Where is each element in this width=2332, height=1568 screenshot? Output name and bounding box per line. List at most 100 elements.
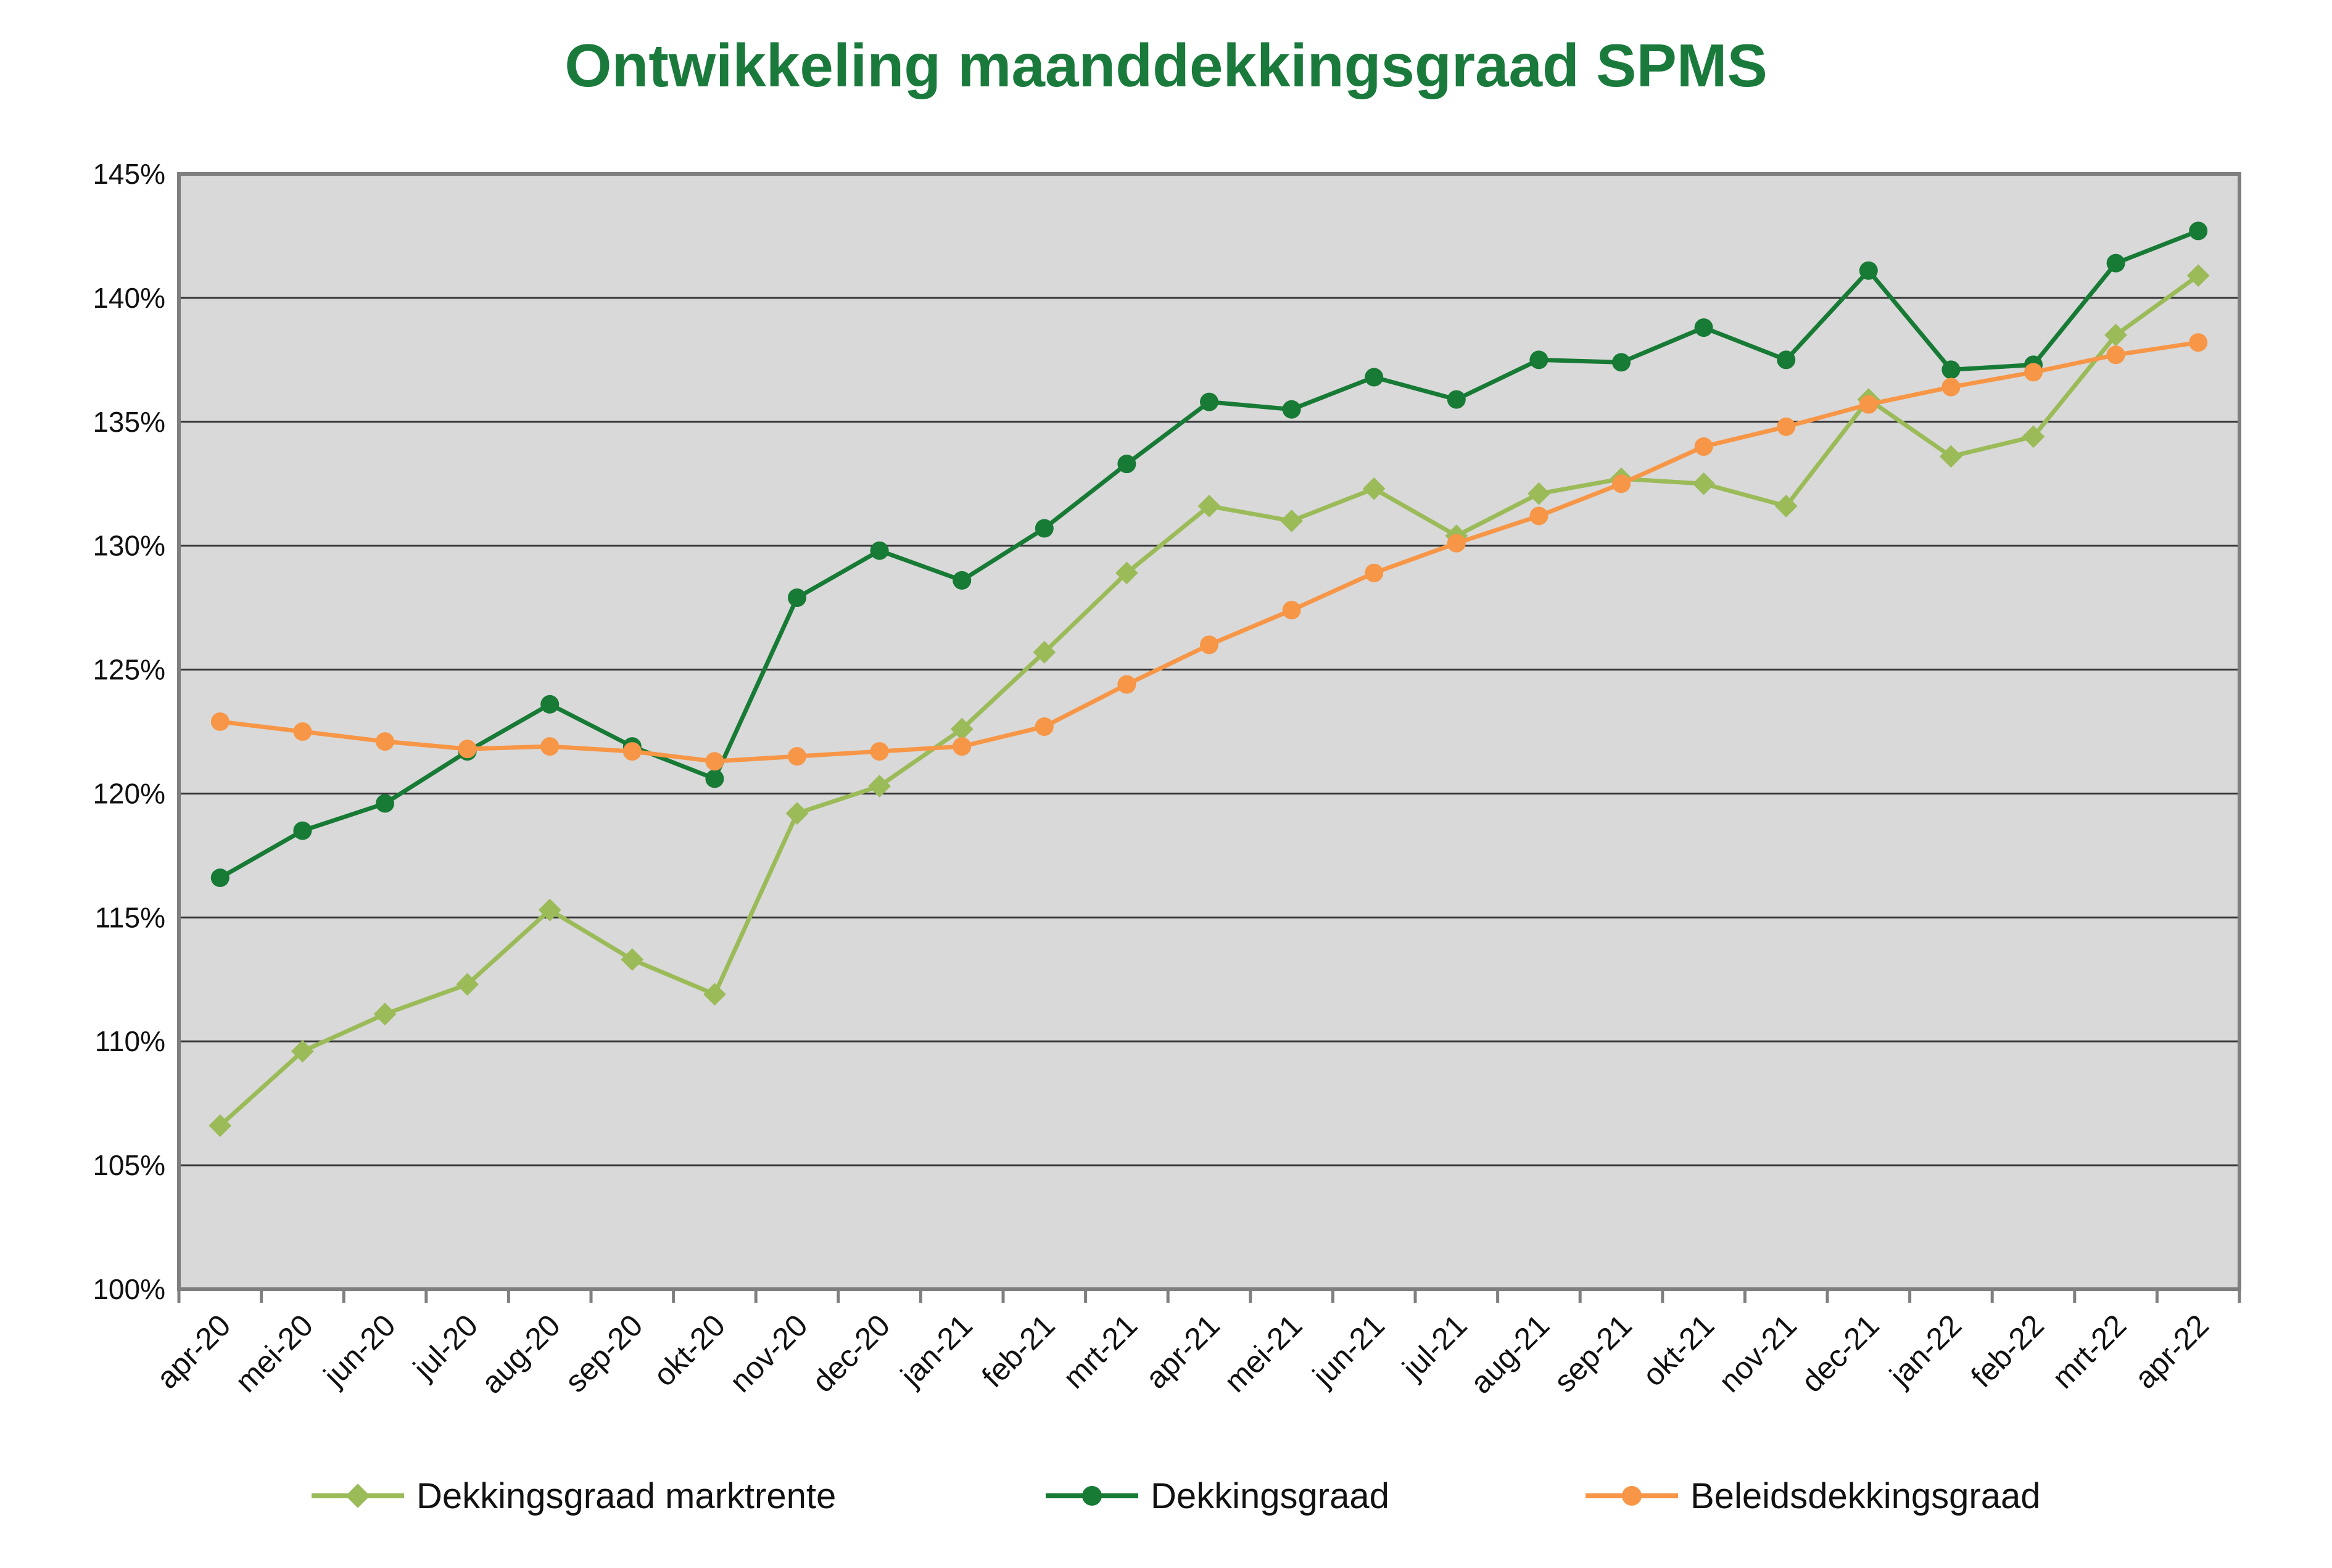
x-tick-label: nov-21 (1712, 1308, 1803, 1399)
data-point-circle (1941, 378, 1961, 397)
data-point-circle (376, 794, 394, 813)
legend-item-beleidsdekkingsgraad: Beleidsdekkingsgraad (1586, 1462, 2040, 1530)
data-point-diamond (291, 1039, 314, 1063)
data-point-circle (210, 869, 229, 888)
y-tick-label: 135% (93, 406, 165, 438)
y-tick-label: 120% (93, 777, 165, 809)
y-tick-label: 100% (93, 1273, 165, 1305)
data-point-circle (1694, 437, 1713, 456)
data-point-diamond (456, 973, 479, 996)
plot-background (179, 174, 2239, 1289)
legend-label: Dekkingsgraad marktrente (416, 1475, 837, 1516)
x-tick-label: jan-22 (1882, 1308, 1968, 1393)
data-point-diamond (1197, 494, 1221, 518)
data-point-circle (1612, 353, 1631, 372)
series-2 (210, 333, 2208, 771)
legend-marker-circle-icon (1046, 1486, 1138, 1506)
data-point-diamond (2104, 323, 2127, 347)
data-point-diamond (703, 983, 726, 1006)
data-point-circle (1529, 506, 1548, 526)
x-tick-label: mei-21 (1218, 1308, 1309, 1399)
gridlines (179, 297, 2239, 1166)
data-point-circle (1035, 717, 1054, 736)
data-point-circle (953, 571, 972, 590)
data-point-circle (1859, 395, 1878, 414)
data-point-circle (870, 742, 889, 761)
data-point-diamond (2186, 264, 2210, 287)
data-point-circle (1777, 417, 1796, 436)
x-tick-label: apr-21 (1139, 1308, 1226, 1395)
series-layer (209, 221, 2210, 1137)
data-point-circle (2024, 363, 2043, 382)
data-point-circle (622, 742, 642, 761)
x-ticks (177, 1289, 2241, 1303)
legend-label: Beleidsdekkingsgraad (1690, 1475, 2041, 1516)
legend-label: Dekkingsgraad (1151, 1475, 1389, 1516)
data-point-diamond (1115, 561, 1138, 585)
data-point-circle (1941, 360, 1961, 379)
data-point-circle (540, 695, 560, 714)
x-tick-label: feb-21 (975, 1308, 1062, 1394)
x-tick-label: aug-21 (1463, 1308, 1556, 1400)
x-tick-label: jul-21 (1395, 1308, 1473, 1386)
data-point-diamond (1692, 472, 1715, 495)
y-tick-label: 145% (93, 158, 165, 190)
data-point-circle (2106, 254, 2125, 273)
data-point-diamond (1033, 641, 1056, 664)
x-tick-label: jun-21 (1305, 1308, 1391, 1393)
y-tick-label: 140% (93, 282, 165, 314)
data-point-circle (210, 712, 229, 731)
legend-item-dekkingsgraad-marktrente: Dekkingsgraad marktrente (312, 1462, 836, 1530)
data-point-diamond (538, 898, 561, 922)
x-tick-label: okt-20 (647, 1308, 732, 1393)
y-tick-label: 110% (95, 1025, 165, 1057)
data-point-circle (2189, 221, 2208, 241)
data-point-circle (1117, 455, 1136, 474)
data-point-circle (705, 769, 724, 788)
data-point-circle (705, 752, 724, 771)
data-point-circle (1694, 318, 1713, 337)
plot-border (177, 172, 2241, 1291)
data-point-circle (2189, 333, 2208, 352)
data-point-circle (1612, 474, 1631, 493)
x-tick-label: jul-20 (406, 1308, 484, 1386)
data-point-circle (1035, 519, 1054, 538)
x-tick-label: sep-20 (558, 1308, 650, 1399)
data-point-diamond (1774, 494, 1798, 518)
legend-item-dekkingsgraad: Dekkingsgraad (1046, 1462, 1389, 1530)
x-tick-label: okt-21 (1636, 1308, 1721, 1393)
chart-title: Ontwikkeling maanddekkingsgraad SPMS (564, 31, 1768, 99)
data-point-circle (540, 737, 560, 756)
data-point-circle (1200, 635, 1218, 654)
data-point-circle (458, 740, 477, 759)
legend-marker-circle-icon (1586, 1486, 1678, 1506)
y-tick-label: 130% (93, 530, 165, 562)
y-tick-label: 115% (95, 901, 165, 933)
x-tick-label: sep-21 (1547, 1308, 1639, 1399)
x-tick-label: aug-20 (474, 1308, 567, 1400)
data-point-circle (2106, 345, 2125, 365)
data-point-diamond (2022, 425, 2045, 448)
data-point-diamond (373, 1002, 397, 1026)
data-point-circle (1365, 368, 1384, 387)
data-point-circle (788, 588, 806, 608)
data-point-diamond (950, 717, 974, 741)
data-point-circle (1859, 261, 1878, 280)
data-point-circle (293, 821, 312, 840)
data-point-circle (1529, 350, 1548, 369)
data-point-circle (953, 737, 972, 756)
x-tick-label: feb-22 (1964, 1308, 2051, 1394)
data-point-diamond (868, 775, 891, 798)
data-point-diamond (209, 1114, 232, 1137)
data-point-circle (1117, 675, 1136, 694)
data-point-diamond (1362, 477, 1386, 500)
data-point-circle (1447, 534, 1466, 553)
data-point-diamond (1528, 482, 1550, 505)
data-point-diamond (1940, 445, 1962, 468)
data-point-circle (1282, 601, 1301, 620)
y-tick-label: 125% (93, 654, 165, 686)
legend-marker-diamond-icon (312, 1483, 404, 1508)
x-tick-label: nov-20 (723, 1308, 814, 1399)
